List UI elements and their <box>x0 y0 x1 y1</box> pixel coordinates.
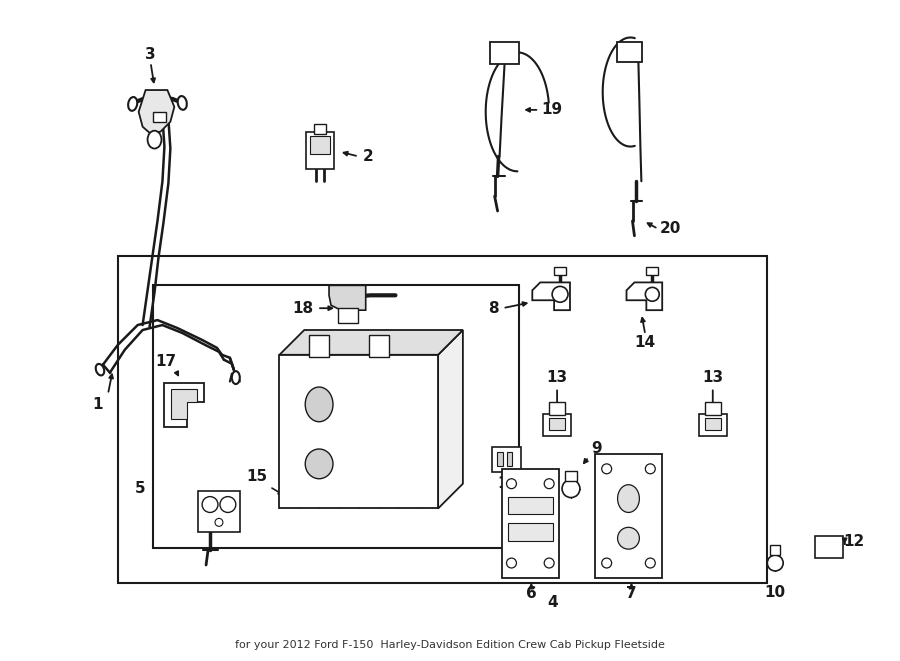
Text: 16: 16 <box>212 511 232 526</box>
Bar <box>595 454 662 578</box>
Text: 10: 10 <box>765 585 786 600</box>
Circle shape <box>645 464 655 474</box>
Circle shape <box>507 479 517 488</box>
Polygon shape <box>532 282 570 310</box>
Circle shape <box>544 479 554 488</box>
Bar <box>699 414 726 436</box>
Ellipse shape <box>305 449 333 479</box>
Text: 12: 12 <box>843 533 864 549</box>
FancyBboxPatch shape <box>616 42 643 62</box>
Text: 15: 15 <box>246 469 267 485</box>
Bar <box>814 536 842 558</box>
Polygon shape <box>279 330 463 355</box>
Bar <box>565 471 577 481</box>
Polygon shape <box>139 90 175 134</box>
Ellipse shape <box>148 131 161 149</box>
Text: 20: 20 <box>660 221 680 237</box>
Text: for your 2012 Ford F-150  Harley-Davidson Edition Crew Cab Pickup Fleetside: for your 2012 Ford F-150 Harley-Davidson… <box>235 641 665 650</box>
Circle shape <box>507 558 517 568</box>
Bar <box>152 112 166 122</box>
Circle shape <box>552 286 568 302</box>
Ellipse shape <box>95 364 104 375</box>
Text: 2: 2 <box>363 149 374 164</box>
Ellipse shape <box>305 387 333 422</box>
Bar <box>508 524 554 541</box>
Text: 18: 18 <box>292 301 314 316</box>
Text: 8: 8 <box>489 301 499 316</box>
Bar <box>554 266 566 276</box>
Bar <box>279 355 438 508</box>
Polygon shape <box>438 330 463 508</box>
Bar <box>705 403 721 415</box>
Circle shape <box>602 558 612 568</box>
Bar <box>152 286 519 548</box>
Bar <box>314 124 326 134</box>
Bar <box>338 308 358 323</box>
Ellipse shape <box>177 96 187 110</box>
Bar <box>544 414 571 436</box>
Circle shape <box>202 496 218 512</box>
Bar <box>306 132 334 169</box>
Bar <box>491 447 521 472</box>
Ellipse shape <box>232 371 239 384</box>
Bar <box>310 335 329 357</box>
Bar <box>549 418 565 430</box>
Bar <box>646 266 658 276</box>
Bar <box>507 452 512 466</box>
Bar <box>198 490 239 532</box>
Text: 13: 13 <box>546 370 568 385</box>
Text: 3: 3 <box>145 47 156 62</box>
Text: 4: 4 <box>547 595 557 610</box>
Ellipse shape <box>617 485 639 512</box>
Bar <box>497 452 502 466</box>
Text: 6: 6 <box>526 586 536 602</box>
Text: 1: 1 <box>93 397 104 412</box>
Bar <box>549 403 565 415</box>
Circle shape <box>544 558 554 568</box>
Circle shape <box>562 480 580 498</box>
Polygon shape <box>329 286 365 310</box>
Bar <box>508 496 554 514</box>
Circle shape <box>215 518 223 526</box>
FancyBboxPatch shape <box>490 42 519 64</box>
Text: 5: 5 <box>135 481 146 496</box>
Text: 14: 14 <box>634 335 656 350</box>
Bar <box>501 469 559 578</box>
Bar <box>369 335 389 357</box>
Ellipse shape <box>617 527 639 549</box>
Polygon shape <box>171 389 197 419</box>
Bar <box>310 136 330 153</box>
Text: 13: 13 <box>702 370 724 385</box>
Polygon shape <box>165 383 204 427</box>
Text: 7: 7 <box>626 586 637 602</box>
Bar <box>118 256 768 583</box>
Text: 19: 19 <box>542 102 562 118</box>
Circle shape <box>645 558 655 568</box>
Text: 11: 11 <box>497 476 518 491</box>
Circle shape <box>645 288 659 301</box>
Bar <box>705 418 721 430</box>
Circle shape <box>220 496 236 512</box>
Bar <box>770 545 780 555</box>
Text: 9: 9 <box>591 442 602 457</box>
Ellipse shape <box>128 97 137 111</box>
Circle shape <box>602 464 612 474</box>
Circle shape <box>768 555 783 571</box>
Text: 17: 17 <box>155 354 176 369</box>
Polygon shape <box>626 282 662 310</box>
